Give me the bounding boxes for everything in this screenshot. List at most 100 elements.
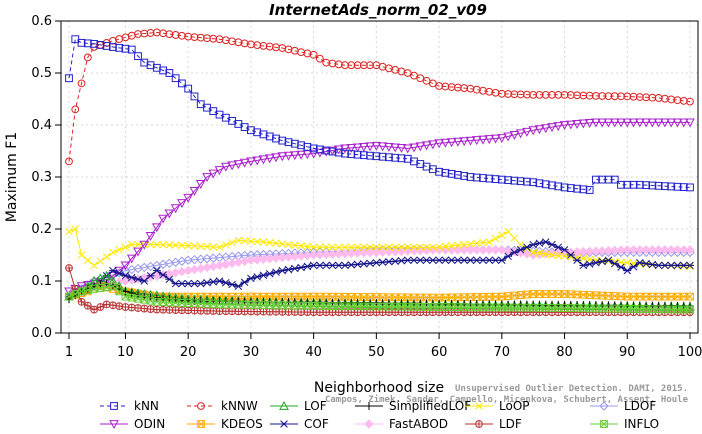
data-point-odin bbox=[522, 127, 532, 137]
legend-item-cof: COF bbox=[270, 417, 329, 431]
data-point-cof bbox=[617, 263, 625, 271]
data-point-inflo bbox=[102, 283, 111, 291]
data-point-knnw bbox=[510, 90, 519, 99]
data-point-knnw bbox=[585, 91, 594, 100]
data-point-loop bbox=[391, 243, 399, 251]
data-point-fastabod bbox=[622, 245, 632, 255]
y-tick-label: 0.2 bbox=[31, 222, 52, 237]
data-point-knnw bbox=[435, 82, 443, 90]
data-point-loop bbox=[240, 237, 249, 245]
data-point-odin bbox=[528, 126, 539, 136]
data-point-knn bbox=[497, 175, 506, 184]
data-point-cof bbox=[522, 243, 531, 251]
data-point-cof bbox=[159, 271, 168, 279]
data-point-ldf bbox=[96, 303, 105, 311]
y-tick-label: 0.0 bbox=[31, 326, 52, 341]
data-point-ldf bbox=[152, 305, 161, 314]
data-point-knn bbox=[278, 136, 287, 145]
data-point-knnw bbox=[541, 90, 550, 99]
data-point-odin bbox=[440, 138, 451, 148]
data-point-cof bbox=[384, 258, 393, 266]
data-point-cof bbox=[290, 264, 299, 273]
data-point-knn bbox=[83, 39, 92, 48]
data-point-cof bbox=[623, 266, 632, 275]
data-point-knn bbox=[372, 152, 381, 161]
data-point-kdeos bbox=[523, 290, 531, 299]
data-point-odin bbox=[139, 240, 150, 250]
legend-item-ldof: LDOF bbox=[590, 399, 656, 413]
data-point-fastabod bbox=[647, 245, 658, 255]
data-point-loop bbox=[485, 238, 494, 246]
data-point-knn bbox=[115, 43, 124, 52]
data-point-odin bbox=[340, 144, 350, 154]
data-point-knnw bbox=[516, 90, 525, 99]
data-point-knnw bbox=[134, 30, 142, 38]
data-point-fastabod bbox=[685, 245, 695, 255]
data-point-loop bbox=[184, 241, 192, 250]
data-point-odin bbox=[271, 153, 281, 163]
data-point-knn bbox=[366, 151, 374, 160]
data-point-cof bbox=[284, 265, 293, 274]
data-point-knn bbox=[635, 180, 644, 189]
data-point-odin bbox=[584, 119, 595, 128]
x-tick-label: 30 bbox=[243, 345, 260, 360]
data-point-knnw bbox=[454, 83, 462, 92]
data-point-fastabod bbox=[478, 245, 488, 255]
data-point-cof bbox=[146, 272, 155, 280]
data-point-cof bbox=[278, 266, 287, 275]
data-point-odin bbox=[384, 142, 394, 152]
data-point-odin bbox=[164, 209, 175, 219]
data-point-knn bbox=[523, 177, 531, 186]
legend-item-lof: LOF bbox=[270, 399, 327, 413]
data-point-knn bbox=[491, 175, 500, 183]
data-point-knn bbox=[686, 183, 694, 192]
data-point-loop bbox=[196, 242, 205, 251]
data-point-knn bbox=[648, 181, 657, 190]
data-point-odin bbox=[634, 118, 645, 128]
data-point-odin bbox=[365, 142, 375, 152]
data-point-knn bbox=[428, 165, 437, 174]
data-point-knn bbox=[385, 153, 393, 162]
legend-marker-ldof bbox=[599, 401, 609, 411]
data-point-lof bbox=[333, 298, 344, 308]
data-point-odin bbox=[534, 125, 545, 135]
data-point-cof bbox=[378, 258, 387, 267]
data-point-cof bbox=[347, 261, 356, 269]
data-point-lof bbox=[666, 301, 677, 311]
data-point-lof bbox=[641, 301, 651, 311]
data-point-knn bbox=[573, 184, 581, 193]
data-point-knn bbox=[272, 134, 280, 143]
data-point-odin bbox=[415, 142, 426, 152]
x-tick-label: 50 bbox=[368, 345, 385, 360]
data-point-ldf bbox=[159, 305, 167, 314]
data-point-loop bbox=[636, 260, 644, 268]
data-point-knn bbox=[472, 173, 481, 182]
data-point-loop bbox=[215, 243, 224, 251]
data-point-loop bbox=[535, 249, 544, 258]
data-point-fastabod bbox=[653, 245, 664, 255]
data-point-loop bbox=[410, 243, 418, 251]
data-point-loop bbox=[316, 243, 324, 251]
legend-marker-lof bbox=[279, 400, 289, 410]
data-point-odin bbox=[496, 134, 507, 144]
data-point-knn bbox=[316, 145, 324, 154]
data-point-loop bbox=[604, 257, 613, 265]
data-point-knnw bbox=[209, 34, 218, 43]
legend-marker-kdeos bbox=[197, 420, 205, 428]
data-point-ldf bbox=[234, 307, 243, 316]
data-point-loop bbox=[378, 243, 387, 251]
data-point-knn bbox=[184, 84, 193, 93]
data-point-loop bbox=[272, 239, 280, 248]
data-point-cof bbox=[134, 275, 142, 284]
data-point-knnw bbox=[573, 91, 581, 100]
legend-item-knn: kNN bbox=[100, 399, 159, 413]
data-point-ldf bbox=[65, 264, 73, 272]
data-point-ldf bbox=[228, 307, 236, 316]
legend-label-knnw: kNNW bbox=[221, 399, 258, 413]
legend-marker-odin bbox=[109, 420, 119, 430]
data-point-odin bbox=[264, 154, 275, 164]
legend-marker-fastabod bbox=[364, 419, 374, 429]
legend-label-kdeos: KDEOS bbox=[221, 417, 263, 431]
data-point-fastabod bbox=[641, 245, 651, 255]
data-point-odin bbox=[547, 123, 557, 133]
